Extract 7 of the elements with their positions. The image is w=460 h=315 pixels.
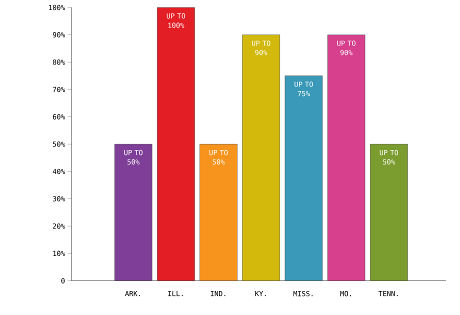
bar — [370, 144, 408, 281]
bar — [284, 75, 323, 281]
bar — [200, 144, 238, 281]
bar — [242, 34, 280, 281]
bar — [327, 34, 366, 281]
bar — [114, 144, 152, 281]
bar — [157, 7, 195, 281]
